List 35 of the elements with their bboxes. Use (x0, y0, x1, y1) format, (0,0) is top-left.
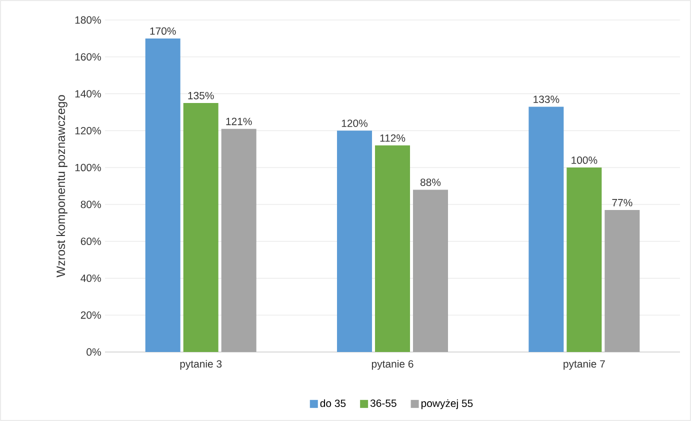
x-tick-label: pytanie 3 (180, 360, 222, 370)
bar (183, 103, 218, 352)
y-tick-label: 100% (75, 164, 101, 172)
legend-label: 36-55 (370, 399, 396, 407)
y-tick-label: 40% (80, 274, 101, 282)
bar (566, 168, 602, 352)
data-label: 170% (150, 27, 176, 35)
x-tick-label: pytanie 7 (564, 360, 605, 370)
data-label: 88% (420, 178, 441, 186)
bar (337, 130, 372, 352)
bar (528, 106, 564, 352)
legend-label: do 35 (320, 399, 346, 408)
data-label: 121% (226, 118, 252, 126)
y-tick-label: 120% (75, 126, 101, 134)
data-label: 112% (380, 134, 406, 142)
y-tick-label: 0% (86, 348, 101, 356)
bar (145, 38, 180, 352)
data-label: 120% (342, 120, 368, 127)
bar (375, 145, 410, 352)
y-tick-label: 60% (80, 238, 101, 246)
legend-label: powyżej 55 (421, 399, 473, 410)
y-axis-title: Wzrost komponentu poznawczego (56, 95, 68, 278)
data-label: 135% (188, 92, 214, 100)
x-tick-label: pytanie 6 (372, 360, 414, 370)
y-tick-label: 80% (80, 200, 101, 208)
data-label: 133% (534, 96, 560, 104)
data-label: 100% (572, 156, 598, 164)
data-label: 77% (612, 198, 632, 206)
y-tick-label: 20% (80, 311, 101, 319)
bar (604, 210, 640, 352)
y-tick-label: 140% (75, 90, 101, 98)
bar (413, 190, 448, 352)
y-tick-label: 160% (75, 53, 101, 61)
y-tick-label: 180% (75, 16, 101, 24)
bar (221, 128, 256, 352)
